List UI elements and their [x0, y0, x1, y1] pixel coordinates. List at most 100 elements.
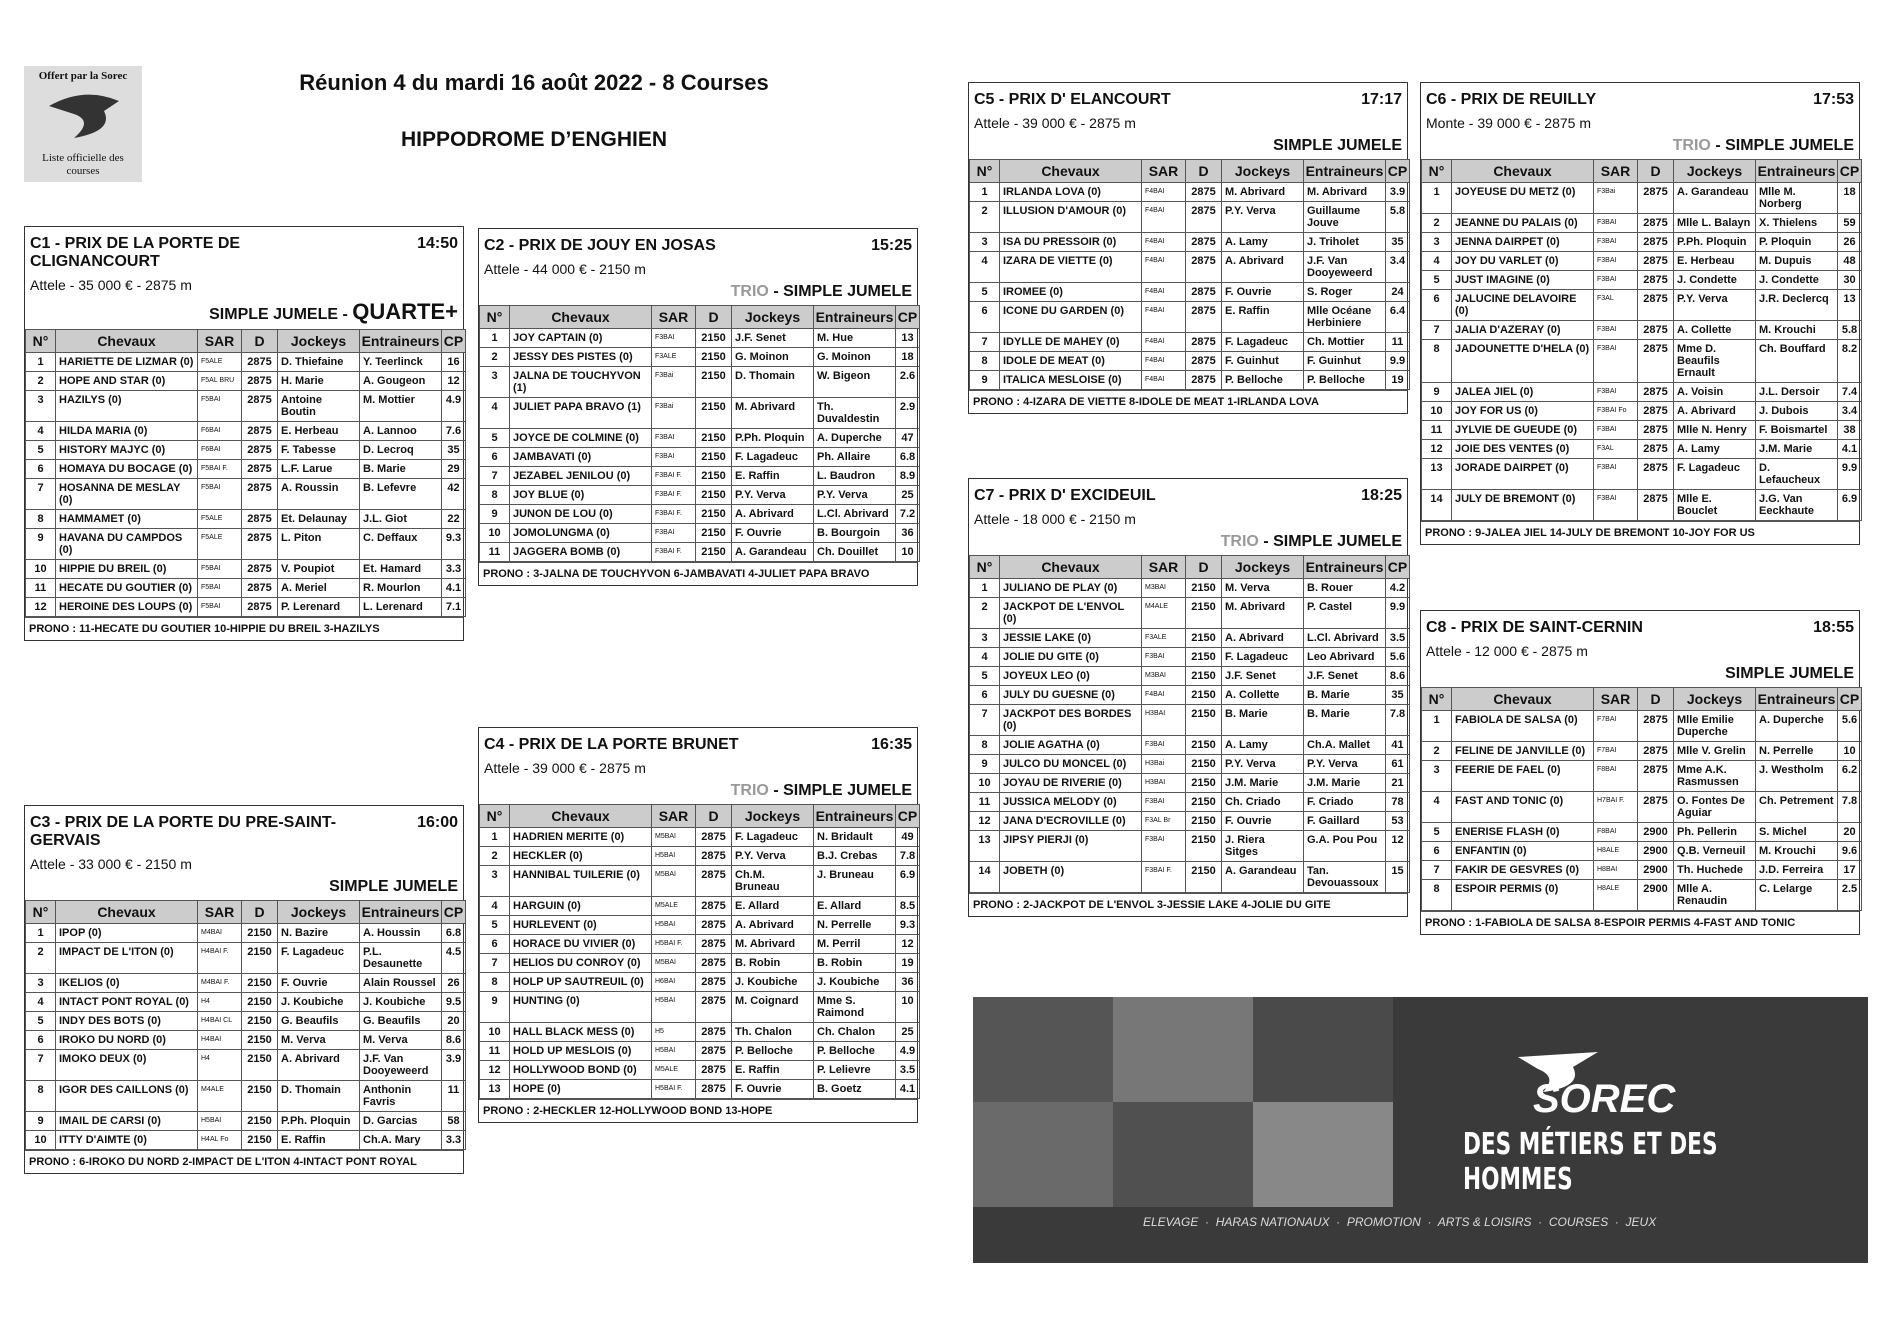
- runner-cell: ISA DU PRESSOIR (0): [999, 232, 1142, 252]
- table-body: 1 JOYEUSE DU METZ (0) F3Bai 2875 A. Garandea…: [1421, 182, 1862, 521]
- runner-cell: B. Robin: [731, 953, 814, 973]
- runner-cell: 1: [479, 328, 510, 348]
- runner-row: 9 ITALICA MESLOISE (0) F4BAI 2875 P. Belloch…: [969, 370, 1410, 390]
- runner-cell: JULY DE BREMONT (0): [1451, 489, 1594, 521]
- runner-cell: 6.9: [1837, 489, 1862, 521]
- runner-cell: F. Ouvrie: [277, 973, 360, 993]
- runner-cell: JOLIE AGATHA (0): [999, 735, 1142, 755]
- runner-cell: 6: [25, 1030, 56, 1050]
- runner-cell: 8.9: [895, 466, 920, 486]
- header-row: N° Chevaux SAR D Jockeys Entraineurs CP: [969, 555, 1410, 579]
- runner-row: 2 HECKLER (0) H5BAI 2875 P.Y. Verva B.J. Creb…: [479, 846, 920, 866]
- runner-cell: F4BAI: [1141, 370, 1186, 390]
- runner-cell: C. Lelarge: [1755, 879, 1838, 911]
- runner-cell: ENFANTIN (0): [1451, 841, 1594, 861]
- runner-cell: IPOP (0): [55, 923, 198, 943]
- runner-cell: X. Thielens: [1755, 213, 1838, 233]
- runner-row: 8 HOLP UP SAUTREUIL (0) H6BAI 2875 J. Koubic…: [479, 972, 920, 992]
- column-header: N°: [1421, 159, 1452, 183]
- runner-row: 8 HAMMAMET (0) F5ALE 2875 Et. Delaunay J.L. G…: [25, 509, 466, 529]
- runner-cell: N. Bazire: [277, 923, 360, 943]
- runner-row: 6 IROKO DU NORD (0) H4BAI 2150 M. Verva M. Ve…: [25, 1030, 466, 1050]
- runner-cell: F3BAI: [1593, 320, 1638, 340]
- runner-cell: IMOKO DEUX (0): [55, 1049, 198, 1081]
- runner-cell: 2875: [695, 1060, 732, 1080]
- runner-cell: HADRIEN MERITE (0): [509, 827, 652, 847]
- race-card: C4 - PRIX DE LA PORTE BRUNET 16:35 Attele …: [478, 727, 920, 1123]
- runner-cell: 22: [441, 509, 466, 529]
- runner-cell: 2875: [241, 528, 278, 560]
- runner-cell: 47: [895, 428, 920, 448]
- runner-cell: P.Ph. Ploquin: [731, 428, 814, 448]
- runner-cell: 48: [1837, 251, 1862, 271]
- runner-cell: 6.4: [1385, 301, 1410, 333]
- table-head: N° Chevaux SAR D Jockeys Entraineurs CP: [25, 900, 466, 924]
- runner-cell: D. Lecroq: [359, 440, 442, 460]
- runner-cell: F3BAI: [651, 328, 696, 348]
- runner-row: 8 JADOUNETTE D'HELA (0) F3BAI 2875 Mme D. Be…: [1421, 339, 1862, 383]
- runner-cell: F. Boismartel: [1755, 420, 1838, 440]
- runner-cell: 10: [25, 559, 56, 579]
- runner-row: 13 JORADE DAIRPET (0) F3BAI 2875 F. Lagadeuc…: [1421, 458, 1862, 490]
- header-row: N° Chevaux SAR D Jockeys Entraineurs CP: [479, 804, 920, 828]
- runner-row: 7 IDYLLE DE MAHEY (0) F4BAI 2875 F. Lagadeuc…: [969, 332, 1410, 352]
- column-header: N°: [969, 159, 1000, 183]
- runner-cell: F4BAI: [1141, 282, 1186, 302]
- race-title: C7 - PRIX D' EXCIDEUIL: [974, 487, 1156, 504]
- runner-cell: 2875: [1637, 251, 1674, 271]
- table-head: N° Chevaux SAR D Jockeys Entraineurs CP: [969, 555, 1410, 579]
- runner-cell: J.F. Van Dooyeweerd: [359, 1049, 442, 1081]
- column-header: Jockeys: [1673, 687, 1756, 711]
- runner-cell: 2875: [695, 915, 732, 935]
- runner-row: 2 JESSY DES PISTES (0) F3ALE 2150 G. Moinon G…: [479, 347, 920, 367]
- runner-cell: 1: [1421, 182, 1452, 214]
- runner-cell: 4.5: [441, 942, 466, 974]
- runner-cell: Guillaume Jouve: [1303, 201, 1386, 233]
- runner-cell: H5BAI: [197, 1111, 242, 1131]
- runner-cell: 2.6: [895, 366, 920, 398]
- runner-cell: 2900: [1637, 822, 1674, 842]
- race-info: Attele - 33 000 € - 2150 m: [30, 856, 192, 872]
- runner-cell: E. Allard: [813, 896, 896, 916]
- runner-cell: 2: [25, 371, 56, 391]
- column-header: D: [1185, 555, 1222, 579]
- runner-cell: H5BAI F.: [651, 934, 696, 954]
- race-title: C8 - PRIX DE SAINT-CERNIN: [1426, 619, 1643, 636]
- race-title: C4 - PRIX DE LA PORTE BRUNET: [484, 736, 739, 753]
- runner-cell: 2150: [1185, 647, 1222, 667]
- column-header: N°: [1421, 687, 1452, 711]
- runner-cell: H5BAI: [651, 915, 696, 935]
- runner-cell: A. Abrivard: [277, 1049, 360, 1081]
- runner-cell: J.R. Declercq: [1755, 289, 1838, 321]
- race-time: 14:50: [417, 235, 458, 252]
- runner-cell: 2875: [1637, 270, 1674, 290]
- header-row: N° Chevaux SAR D Jockeys Entraineurs CP: [25, 329, 466, 353]
- runner-cell: JALEA JIEL (0): [1451, 382, 1594, 402]
- runner-cell: 36: [895, 972, 920, 992]
- runner-cell: M5ALE: [651, 1060, 696, 1080]
- runner-row: 4 FAST AND TONIC (0) H7BAI F. 2875 O. Fontes…: [1421, 791, 1862, 823]
- race-header: C8 - PRIX DE SAINT-CERNIN 18:55: [1421, 611, 1859, 639]
- runner-cell: 2875: [1637, 760, 1674, 792]
- runner-cell: 2875: [695, 972, 732, 992]
- runner-cell: 2875: [695, 1022, 732, 1042]
- runner-row: 5 JOYCE DE COLMINE (0) F3BAI 2150 P.Ph. Ploq…: [479, 428, 920, 448]
- runner-cell: INDY DES BOTS (0): [55, 1011, 198, 1031]
- column-header: D: [241, 329, 278, 353]
- runner-cell: M4ALE: [1141, 597, 1186, 629]
- runner-cell: 49: [895, 827, 920, 847]
- race-bets: SIMPLE JUMELE: [969, 135, 1407, 159]
- runner-cell: B. Marie: [1303, 685, 1386, 705]
- runner-cell: IMPACT DE L'ITON (0): [55, 942, 198, 974]
- runner-cell: 2875: [241, 390, 278, 422]
- runner-cell: A. Houssin: [359, 923, 442, 943]
- runner-cell: 6: [1421, 289, 1452, 321]
- runner-cell: J.L. Dersoir: [1755, 382, 1838, 402]
- runner-cell: 20: [441, 1011, 466, 1031]
- runner-cell: F3BAI: [1593, 382, 1638, 402]
- runner-cell: B. Robin: [813, 953, 896, 973]
- runner-cell: 2875: [1637, 320, 1674, 340]
- runner-cell: D. Thomain: [731, 366, 814, 398]
- table-head: N° Chevaux SAR D Jockeys Entraineurs CP: [1421, 687, 1862, 711]
- runner-row: 8 ESPOIR PERMIS (0) H8ALE 2900 Mlle A. Renau…: [1421, 879, 1862, 911]
